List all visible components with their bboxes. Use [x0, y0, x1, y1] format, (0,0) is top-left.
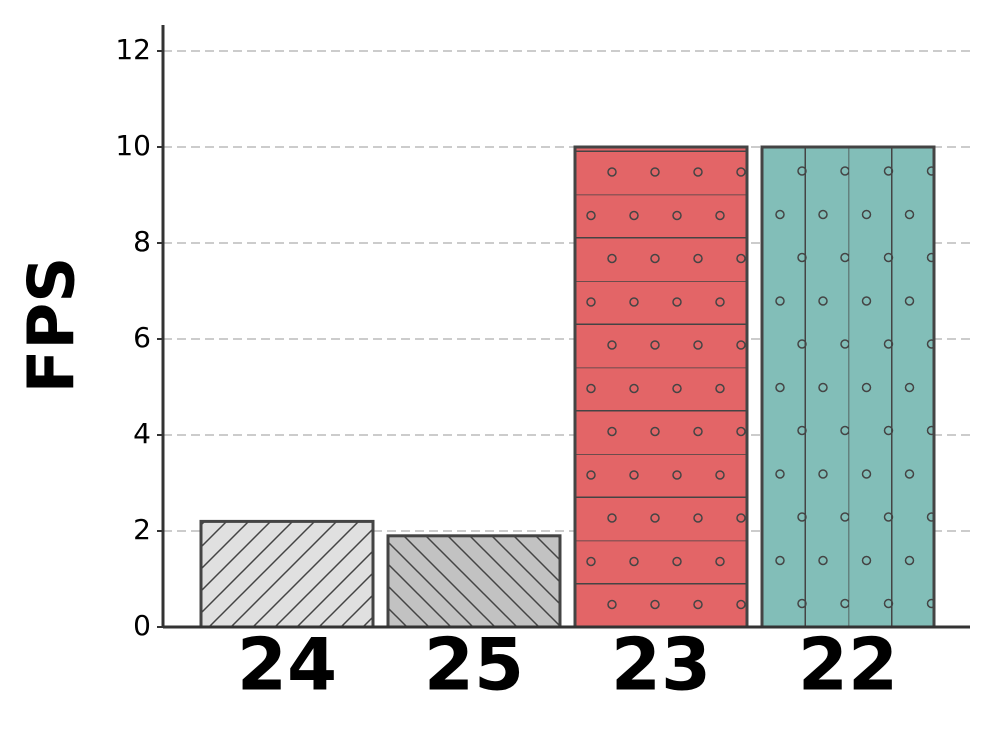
x-tick-label: 25 — [424, 623, 524, 707]
y-tick-label: 10 — [115, 129, 151, 162]
y-axis-label: FPS — [16, 257, 90, 394]
y-tick-label: 6 — [133, 321, 151, 354]
bar-hatch — [762, 147, 934, 627]
y-tick-label: 4 — [133, 417, 151, 450]
bar-hatch — [388, 535, 560, 627]
y-tick-label: 12 — [115, 33, 151, 66]
bar-hatch — [575, 147, 747, 627]
bar-hatch — [201, 521, 373, 627]
x-tick-label: 23 — [611, 623, 711, 707]
x-tick-label: 22 — [798, 623, 898, 707]
y-tick-label: 8 — [133, 225, 151, 258]
x-tick-label: 24 — [237, 623, 337, 707]
y-tick-label: 2 — [133, 513, 151, 546]
y-tick-label: 0 — [133, 609, 151, 642]
